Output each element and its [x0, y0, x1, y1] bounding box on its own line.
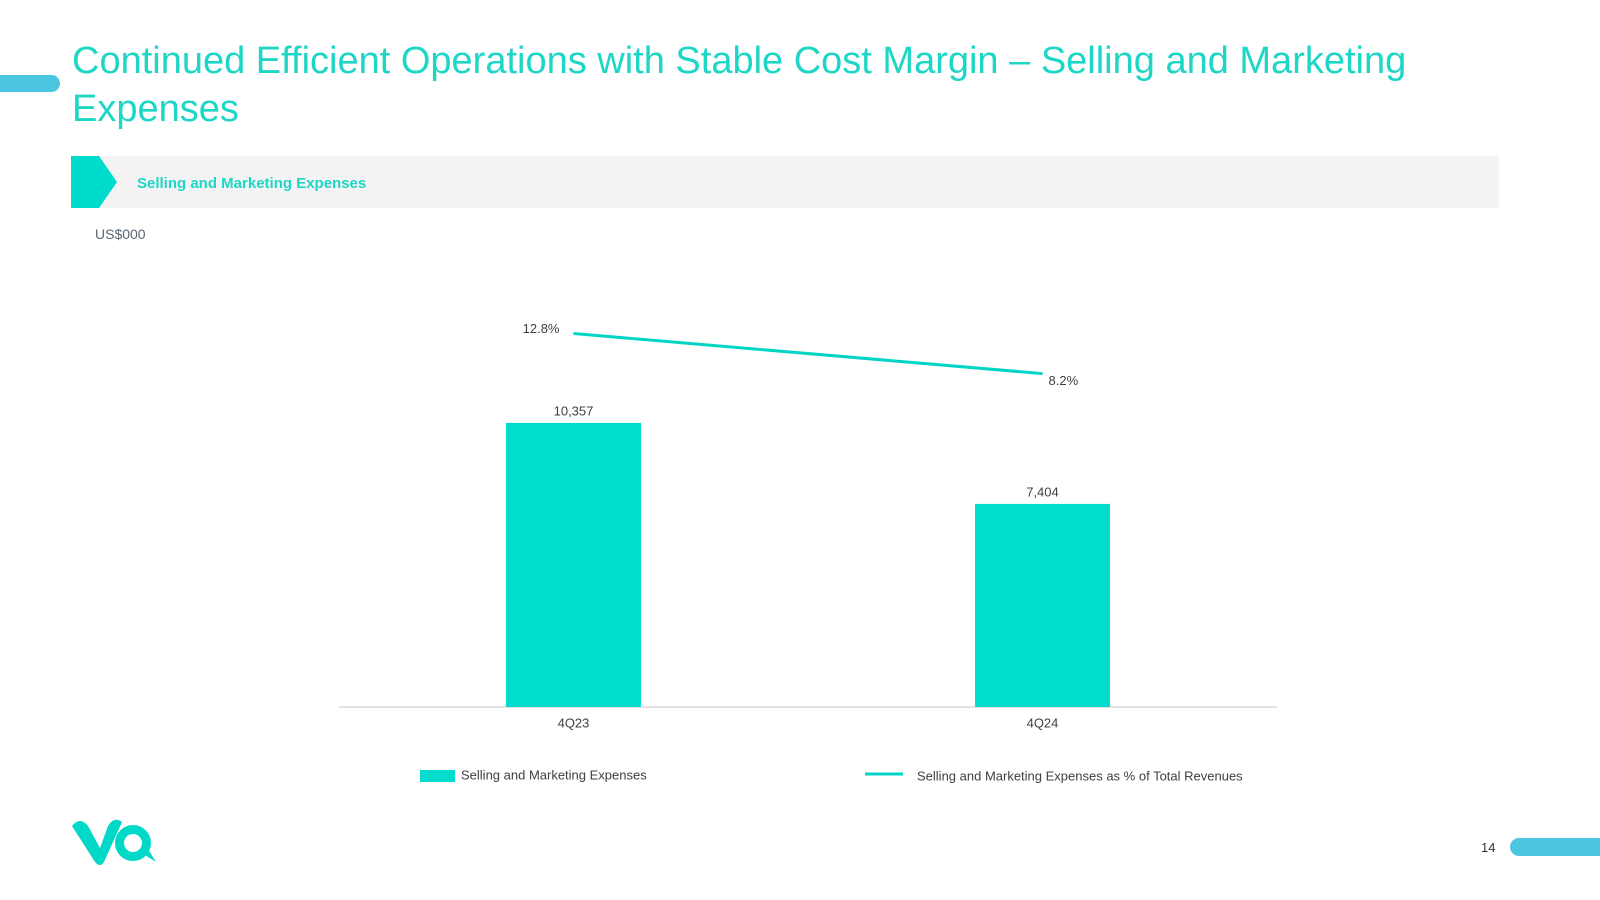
data-label: 8.2%: [1049, 373, 1079, 388]
right-pill: [1510, 838, 1600, 856]
section-arrow: [71, 156, 117, 208]
unit-label: US$000: [95, 226, 146, 242]
x-tick-label: 4Q24: [1027, 715, 1059, 730]
data-label: 12.8%: [523, 321, 560, 336]
page-number: 14: [1481, 840, 1496, 855]
logo: [72, 819, 156, 865]
legend-label: Selling and Marketing Expenses as % of T…: [917, 768, 1243, 783]
data-label: 10,357: [554, 403, 594, 418]
line: [573, 331, 1043, 376]
data-label: 7,404: [1026, 484, 1059, 499]
left-pill: [0, 75, 60, 92]
section-title: Selling and Marketing Expenses: [137, 175, 367, 192]
legend-swatch: [420, 770, 455, 782]
legend-label: Selling and Marketing Expenses: [461, 767, 647, 782]
title: Continued Efficient Operations with Stab…: [72, 40, 1407, 130]
bar: [506, 422, 641, 707]
x-tick-label: 4Q23: [558, 715, 590, 730]
bar: [975, 503, 1110, 707]
section-bar: [71, 156, 1499, 208]
